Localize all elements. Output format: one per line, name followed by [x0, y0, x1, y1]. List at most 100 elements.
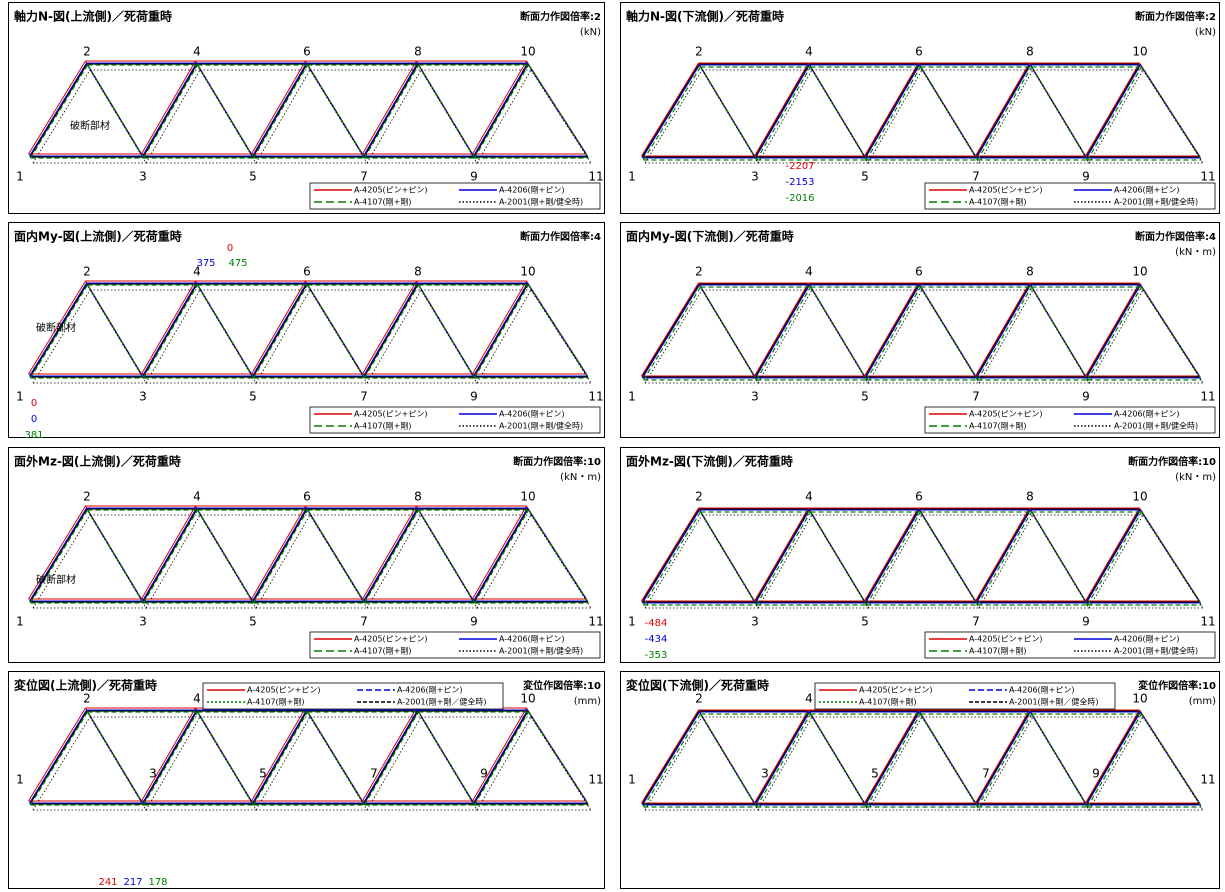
- node-label: 11: [1200, 390, 1215, 404]
- node-label: 7: [360, 615, 368, 629]
- node-label: 2: [83, 45, 91, 59]
- node-label: 6: [303, 45, 311, 59]
- legend-label: A-4205(ピン+ピン): [969, 410, 1043, 419]
- panel-frame: [621, 223, 1220, 438]
- node-label: 2: [695, 692, 703, 706]
- node-label: 3: [751, 615, 759, 629]
- legend-label: A-4206(剛+ピン): [1009, 686, 1075, 695]
- node-label: 8: [1026, 45, 1034, 59]
- value-label: -353: [645, 650, 668, 661]
- node-label: 1: [628, 390, 636, 404]
- node-label: 4: [193, 45, 201, 59]
- legend-label: A-4206(剛+ピン): [1114, 410, 1180, 419]
- panel-title: 変位図(上流側)／死荷重時: [14, 678, 157, 693]
- node-label: 6: [303, 490, 311, 504]
- value-label: 0: [31, 414, 37, 425]
- legend-label: A-4205(ピン+ピン): [969, 635, 1043, 644]
- node-label: 10: [1132, 265, 1147, 279]
- panel-frame: [9, 223, 605, 438]
- node-label: 11: [1200, 773, 1215, 787]
- panel: 面外Mz-図(上流側)／死荷重時断面力作図倍率:10(kN・m)12345678…: [9, 448, 605, 663]
- legend-label: A-4206(剛+ピン): [1114, 186, 1180, 195]
- unit-label: (kN): [1195, 27, 1216, 38]
- value-label: -434: [645, 634, 668, 645]
- legend-label: A-4206(剛+ピン): [499, 635, 565, 644]
- legend-label: A-4205(ピン+ピン): [354, 186, 428, 195]
- value-label: 0: [31, 398, 37, 409]
- node-label: 5: [861, 390, 869, 404]
- node-label: 4: [805, 45, 813, 59]
- value-label: 217: [123, 877, 142, 888]
- node-label: 10: [520, 692, 535, 706]
- panel-frame: [621, 3, 1220, 214]
- panel: 面内My-図(下流側)／死荷重時断面力作図倍率:4(kN・m)123456789…: [621, 223, 1220, 438]
- node-label: 10: [520, 45, 535, 59]
- node-label: 7: [370, 767, 378, 781]
- legend-label: A-4205(ピン+ピン): [354, 410, 428, 419]
- node-label: 7: [360, 390, 368, 404]
- node-label: 9: [1082, 615, 1090, 629]
- value-label: 375: [196, 258, 215, 269]
- legend-label: A-4206(剛+ピン): [499, 186, 565, 195]
- panel: 軸力N-図(下流側)／死荷重時断面力作図倍率:2(kN)123456789101…: [621, 3, 1220, 214]
- panel-title: 面外Mz-図(上流側)／死荷重時: [14, 454, 181, 469]
- node-label: 8: [1026, 265, 1034, 279]
- unit-label: (kN・m): [1175, 247, 1216, 258]
- node-label: 10: [1132, 490, 1147, 504]
- value-label: 475: [228, 258, 247, 269]
- legend-label: A-4107(剛+剛): [969, 647, 1027, 656]
- panel: 軸力N-図(上流側)／死荷重時断面力作図倍率:2(kN)123456789101…: [9, 3, 605, 214]
- node-label: 2: [83, 490, 91, 504]
- node-label: 4: [805, 692, 813, 706]
- node-label: 1: [628, 170, 636, 184]
- legend-label: A-2001(剛+剛/健全時): [1114, 421, 1198, 431]
- node-label: 9: [1092, 767, 1100, 781]
- node-label: 3: [751, 390, 759, 404]
- value-label: -2207: [785, 161, 814, 172]
- legend-label: A-4205(ピン+ピン): [859, 686, 933, 695]
- node-label: 10: [1132, 692, 1147, 706]
- legend-label: A-2001(剛+剛/健全時): [1114, 197, 1198, 207]
- panel: 面外Mz-図(下流側)／死荷重時断面力作図倍率:10(kN・m)12345678…: [621, 448, 1220, 663]
- scale-label: 断面力作図倍率:2: [520, 10, 601, 23]
- node-label: 6: [303, 265, 311, 279]
- legend-label: A-2001(剛+剛/健全時): [499, 421, 583, 431]
- node-label: 2: [695, 265, 703, 279]
- legend-label: A-2001(剛+剛/健全時): [499, 646, 583, 656]
- node-label: 9: [1082, 390, 1090, 404]
- node-label: 5: [861, 615, 869, 629]
- node-label: 5: [259, 767, 267, 781]
- node-label: 6: [915, 490, 923, 504]
- node-label: 10: [520, 490, 535, 504]
- panel: 変位図(下流側)／死荷重時変位作図倍率:10(mm)1234567891011A…: [621, 672, 1220, 889]
- node-label: 1: [16, 773, 24, 787]
- node-label: 9: [470, 170, 478, 184]
- node-label: 11: [588, 615, 603, 629]
- node-label: 11: [588, 170, 603, 184]
- node-label: 1: [16, 390, 24, 404]
- panel-frame: [9, 448, 605, 663]
- legend-label: A-2001(剛+剛/健全時): [499, 197, 583, 207]
- value-label: -484: [645, 618, 668, 629]
- annotation: 破断部材: [36, 321, 76, 334]
- node-label: 2: [83, 265, 91, 279]
- unit-label: (mm): [574, 696, 601, 707]
- unit-label: (kN・m): [1175, 472, 1216, 483]
- node-label: 9: [1082, 170, 1090, 184]
- legend-label: A-4205(ピン+ピン): [969, 186, 1043, 195]
- value-label: -2153: [785, 177, 814, 188]
- node-label: 2: [695, 45, 703, 59]
- legend-label: A-4107(剛+剛): [859, 698, 917, 707]
- node-label: 9: [470, 615, 478, 629]
- node-label: 10: [1132, 45, 1147, 59]
- node-label: 4: [805, 490, 813, 504]
- legend-label: A-4107(剛+剛): [354, 422, 412, 431]
- legend-label: A-4107(剛+剛): [354, 198, 412, 207]
- node-label: 1: [628, 615, 636, 629]
- annotation: 破断部材: [70, 119, 110, 132]
- node-label: 11: [588, 773, 603, 787]
- node-label: 4: [193, 692, 201, 706]
- value-label: -2016: [785, 193, 814, 204]
- node-label: 7: [360, 170, 368, 184]
- node-label: 9: [470, 390, 478, 404]
